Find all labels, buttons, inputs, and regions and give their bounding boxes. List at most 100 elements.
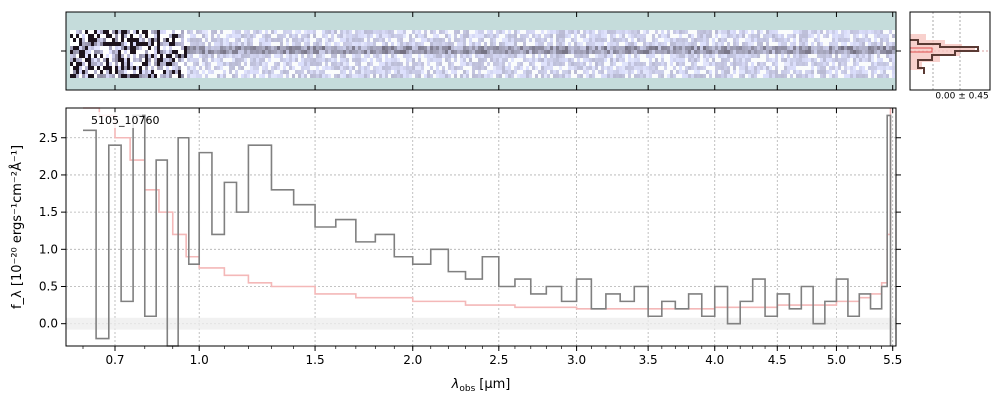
spectrum-2d-pixel xyxy=(508,66,511,70)
spectrum-2d-pixel xyxy=(646,50,649,54)
spectrum-2d-pixel xyxy=(577,70,580,74)
spectrum-2d-pixel xyxy=(94,54,97,58)
spectrum-2d-pixel xyxy=(154,42,157,46)
spectrum-2d-pixel xyxy=(493,38,496,42)
spectrum-2d-pixel xyxy=(85,38,88,42)
spectrum-2d-pixel xyxy=(322,30,325,34)
spectrum-2d-pixel xyxy=(208,54,211,58)
spectrum-2d-pixel xyxy=(751,74,754,78)
spectrum-2d-pixel xyxy=(538,34,541,38)
spectrum-2d-pixel xyxy=(697,42,700,46)
spectrum-2d-pixel xyxy=(310,54,313,58)
spectrum-2d-pixel xyxy=(877,42,880,46)
spectrum-2d-pixel xyxy=(664,66,667,70)
spectrum-2d-pixel xyxy=(874,54,877,58)
spectrum-2d-pixel xyxy=(451,46,454,50)
spectrum-2d-pixel xyxy=(799,38,802,42)
x-tick-label: 5.0 xyxy=(827,353,846,367)
spectrum-2d-pixel xyxy=(604,34,607,38)
spectrum-2d-pixel xyxy=(628,62,631,66)
spectrum-2d-pixel xyxy=(886,38,889,42)
spectrum-2d-pixel xyxy=(394,70,397,74)
spectrum-2d-pixel xyxy=(343,34,346,38)
spectrum-2d-pixel xyxy=(310,58,313,62)
spectrum-2d-pixel xyxy=(631,34,634,38)
spectrum-2d-pixel xyxy=(703,62,706,66)
spectrum-2d-pixel xyxy=(751,34,754,38)
spectrum-2d-pixel xyxy=(634,70,637,74)
spectrum-2d-pixel xyxy=(454,62,457,66)
spectrum-2d-pixel xyxy=(319,54,322,58)
spectrum-2d-pixel xyxy=(892,66,895,70)
spectrum-2d-pixel xyxy=(127,66,130,70)
spectrum-2d-pixel xyxy=(811,66,814,70)
spectrum-2d-pixel xyxy=(349,66,352,70)
spectrum-2d-pixel xyxy=(610,62,613,66)
spectrum-2d-pixel xyxy=(808,54,811,58)
spectrum-2d-pixel xyxy=(472,54,475,58)
spectrum-2d-pixel xyxy=(430,74,433,78)
spectrum-2d-pixel xyxy=(214,66,217,70)
spectrum-2d-pixel xyxy=(463,70,466,74)
spectrum-2d-pixel xyxy=(757,58,760,62)
spectrum-2d-pixel xyxy=(577,42,580,46)
spectrum-2d-pixel xyxy=(469,50,472,54)
spectrum-2d-pixel xyxy=(637,74,640,78)
spectrum-2d-pixel xyxy=(433,42,436,46)
spectrum-2d-pixel xyxy=(832,46,835,50)
spectrum-2d-pixel xyxy=(847,70,850,74)
spectrum-2d-pixel xyxy=(583,30,586,34)
spectrum-2d-pixel xyxy=(634,34,637,38)
spectrum-2d-pixel xyxy=(856,54,859,58)
spectrum-2d-pixel xyxy=(853,70,856,74)
spectrum-2d-pixel xyxy=(76,54,79,58)
spectrum-2d-pixel xyxy=(253,38,256,42)
spectrum-2d-pixel xyxy=(586,70,589,74)
spectrum-2d-pixel xyxy=(619,42,622,46)
spectrum-2d-pixel xyxy=(457,58,460,62)
spectrum-2d-pixel xyxy=(316,30,319,34)
spectrum-2d-pixel xyxy=(214,50,217,54)
spectrum-2d-pixel xyxy=(595,38,598,42)
spectrum-2d-pixel xyxy=(892,54,895,58)
spectrum-2d-pixel xyxy=(253,50,256,54)
spectrum-2d-pixel xyxy=(793,58,796,62)
spectrum-2d-pixel xyxy=(823,34,826,38)
spectrum-2d-pixel xyxy=(481,42,484,46)
spectrum-2d-pixel xyxy=(559,34,562,38)
spectrum-2d-pixel xyxy=(226,42,229,46)
spectrum-2d-pixel xyxy=(868,46,871,50)
spectrum-2d-pixel xyxy=(862,30,865,34)
spectrum-2d-pixel xyxy=(310,34,313,38)
spectrum-2d-pixel xyxy=(406,46,409,50)
spectrum-2d-pixel xyxy=(703,74,706,78)
spectrum-2d-pixel xyxy=(97,74,100,78)
spectrum-2d-pixel xyxy=(256,62,259,66)
spectrum-2d-pixel xyxy=(751,46,754,50)
spectrum-2d-pixel xyxy=(397,58,400,62)
spectrum-2d-pixel xyxy=(703,34,706,38)
spectrum-2d-pixel xyxy=(688,62,691,66)
spectrum-2d-pixel xyxy=(361,50,364,54)
spectrum-2d-pixel xyxy=(298,34,301,38)
spectrum-2d-pixel xyxy=(442,66,445,70)
spectrum-2d-pixel xyxy=(499,38,502,42)
spectrum-2d-pixel xyxy=(793,50,796,54)
spectrum-2d-pixel xyxy=(466,42,469,46)
spectrum-2d-pixel xyxy=(811,34,814,38)
spectrum-2d-pixel xyxy=(676,46,679,50)
spectrum-2d-pixel xyxy=(106,54,109,58)
spectrum-2d-pixel xyxy=(658,42,661,46)
spectrum-2d-pixel xyxy=(286,50,289,54)
spectrum-2d-pixel xyxy=(745,74,748,78)
y-axis-ticks: 0.00.51.01.52.02.5 xyxy=(39,131,901,331)
spectrum-2d-pixel xyxy=(373,34,376,38)
spectrum-2d-pixel xyxy=(520,54,523,58)
spectrum-2d-pixel xyxy=(253,34,256,38)
spectrum-2d-pixel xyxy=(151,66,154,70)
spectrum-2d-pixel xyxy=(757,70,760,74)
spectrum-2d-pixel xyxy=(874,34,877,38)
spectrum-2d-pixel xyxy=(466,58,469,62)
spectrum-2d-pixel xyxy=(532,54,535,58)
spectrum-2d-pixel xyxy=(253,74,256,78)
